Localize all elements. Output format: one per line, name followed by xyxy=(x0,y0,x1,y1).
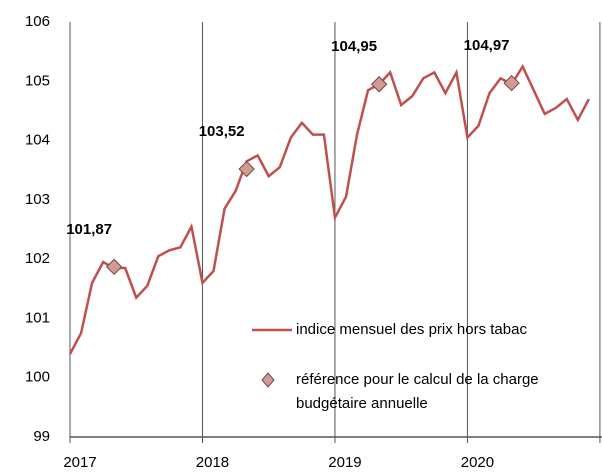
reference-marker xyxy=(105,258,123,276)
x-tick-label: 2017 xyxy=(63,454,96,471)
reference-marker xyxy=(503,74,520,92)
legend-marker-swatch xyxy=(261,372,275,388)
y-tick-label: 101 xyxy=(25,309,50,326)
y-tick-label: 105 xyxy=(25,72,50,89)
y-tick-label: 104 xyxy=(25,132,50,149)
legend-label: indice mensuel des prix hors tabac xyxy=(296,321,527,338)
y-tick-label: 100 xyxy=(25,369,50,386)
data-label: 101,87 xyxy=(66,221,112,238)
y-tick-label: 103 xyxy=(25,191,50,208)
x-tick-label: 2020 xyxy=(461,454,494,471)
data-label: 104,95 xyxy=(331,38,377,55)
reference-marker xyxy=(238,160,255,178)
price-line xyxy=(68,63,590,355)
x-tick-label: 2018 xyxy=(196,454,229,471)
reference-marker xyxy=(370,76,388,93)
legend-label: référence pour le calcul de la charge bu… xyxy=(296,371,539,412)
data-label: 103,52 xyxy=(199,123,245,140)
y-tick-label: 99 xyxy=(33,428,50,445)
data-label: 104,97 xyxy=(464,37,510,54)
y-tick-label: 106 xyxy=(25,13,50,30)
y-tick-label: 102 xyxy=(25,250,50,267)
x-tick-label: 2019 xyxy=(328,454,361,471)
